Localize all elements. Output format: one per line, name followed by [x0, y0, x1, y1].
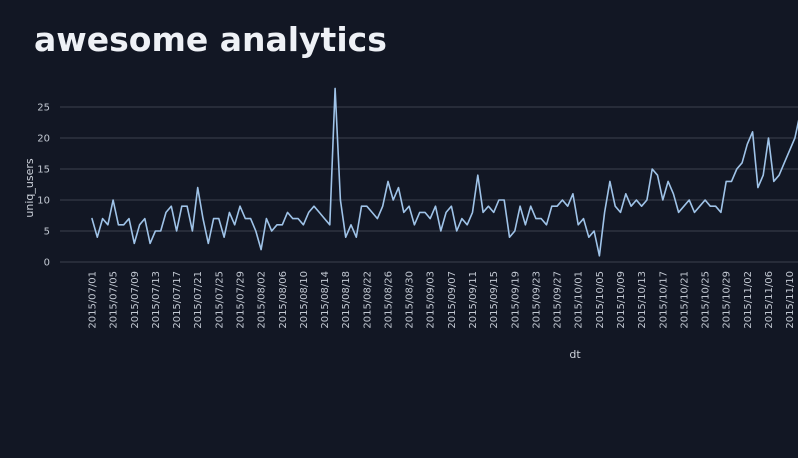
- x-tick-label: 2015/09/03: [426, 271, 437, 329]
- x-tick-label: 2015/11/10: [785, 271, 796, 329]
- x-tick-label: 2015/07/13: [151, 271, 162, 329]
- series-line-uniq-users: [91, 87, 798, 257]
- x-tick-label: 2015/10/17: [658, 271, 669, 329]
- x-tick-label: 2015/08/22: [362, 271, 373, 329]
- x-tick-label: 2015/09/27: [553, 271, 564, 329]
- x-tick-label: 2015/07/01: [88, 271, 99, 329]
- page-title: awesome analytics: [34, 20, 387, 59]
- x-axis-label: dt: [569, 348, 581, 361]
- x-tick-label: 2015/10/09: [616, 271, 627, 329]
- x-tick-label: 2015/09/15: [489, 271, 500, 329]
- gridlines: [60, 106, 798, 263]
- x-tick-label: 2015/07/21: [193, 271, 204, 329]
- y-tick-label: 15: [37, 165, 50, 176]
- x-tick-label: 2015/10/01: [574, 271, 585, 329]
- y-axis-ticks: 0 5 10 15 20 25: [37, 103, 50, 269]
- y-tick-label: 20: [37, 134, 50, 145]
- x-tick-label: 2015/08/18: [341, 271, 352, 329]
- x-tick-label: 2015/08/06: [278, 271, 289, 329]
- x-axis-ticks: 2015/07/01 2015/07/05 2015/07/09 2015/07/13…: [88, 271, 797, 329]
- x-tick-label: 2015/09/07: [447, 271, 458, 329]
- x-tick-label: 2015/07/25: [214, 271, 225, 329]
- x-tick-label: 2015/10/21: [679, 271, 690, 329]
- x-tick-label: 2015/07/17: [172, 271, 183, 329]
- x-tick-label: 2015/10/13: [637, 271, 648, 329]
- y-tick-label: 5: [44, 227, 50, 238]
- x-tick-label: 2015/08/10: [299, 271, 310, 329]
- x-tick-label: 2015/08/02: [257, 271, 268, 329]
- x-tick-label: 2015/10/29: [722, 271, 733, 329]
- y-tick-label: 10: [37, 196, 50, 207]
- y-tick-label: 25: [37, 103, 50, 114]
- x-tick-label: 2015/11/02: [743, 271, 754, 329]
- x-tick-label: 2015/07/09: [130, 271, 141, 329]
- x-tick-label: 2015/08/26: [383, 271, 394, 329]
- x-tick-label: 2015/08/30: [405, 271, 416, 329]
- y-axis-label: uniq_users: [23, 158, 36, 217]
- y-tick-label: 0: [44, 258, 50, 269]
- x-tick-label: 2015/08/14: [320, 271, 331, 329]
- x-tick-label: 2015/09/23: [531, 271, 542, 329]
- x-tick-label: 2015/07/05: [109, 271, 120, 329]
- x-tick-label: 2015/09/19: [510, 271, 521, 329]
- x-tick-label: 2015/09/11: [468, 271, 479, 329]
- x-tick-label: 2015/07/29: [235, 271, 246, 329]
- x-tick-label: 2015/11/06: [764, 271, 775, 329]
- x-tick-label: 2015/10/05: [595, 271, 606, 329]
- x-tick-label: 2015/10/25: [701, 271, 712, 329]
